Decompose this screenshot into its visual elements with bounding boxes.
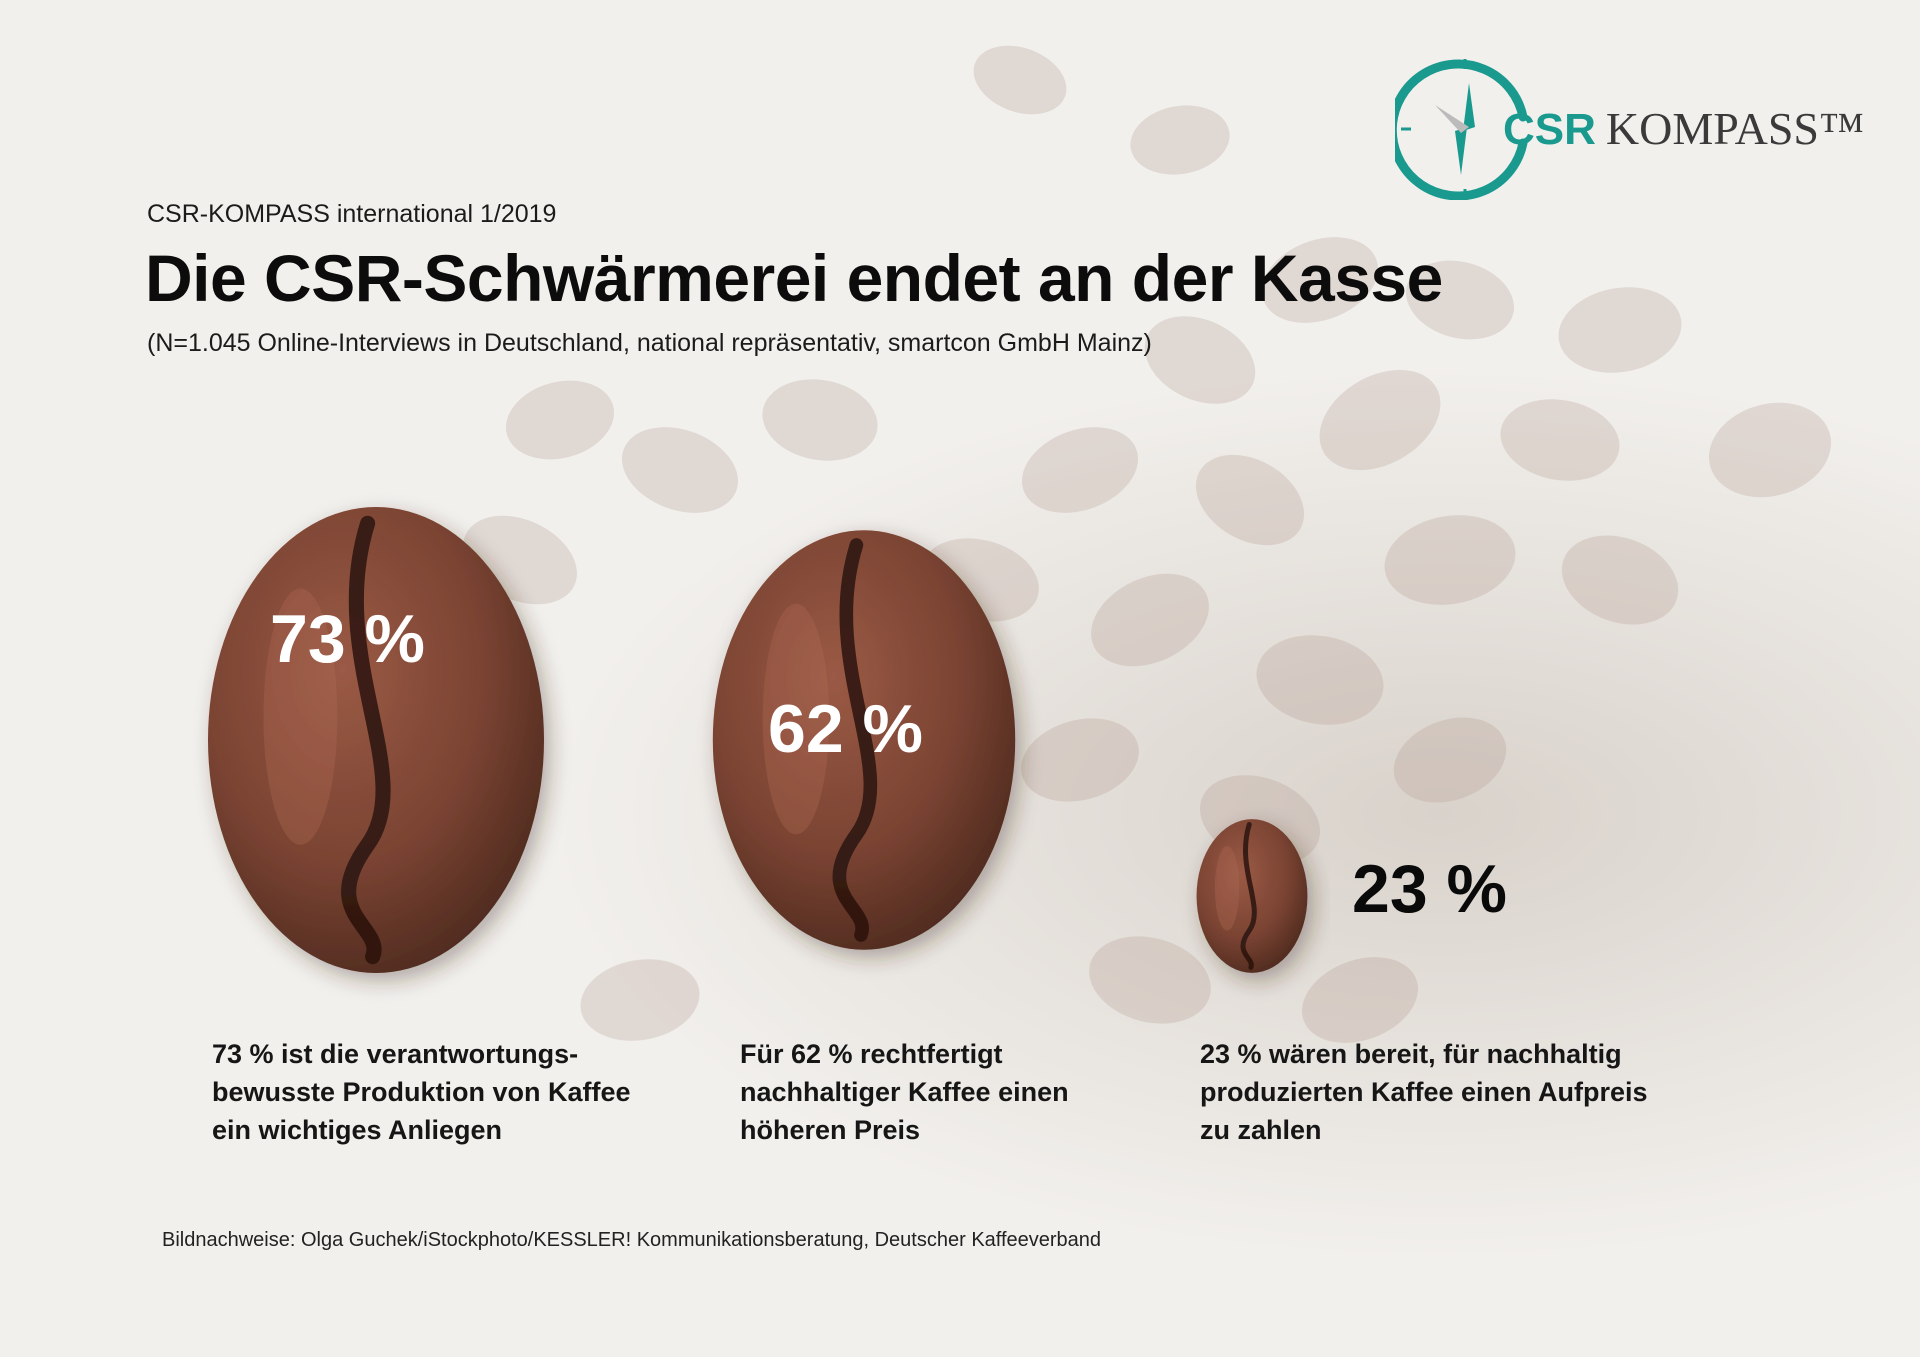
image-credits: Bildnachweise: Olga Guchek/iStockphoto/K…	[162, 1229, 1102, 1251]
coffee-bean-3	[1196, 819, 1308, 973]
sample-note: (N=1.045 Online-Interviews in Deutschlan…	[147, 329, 1152, 357]
bean-value-label-1: 73 %	[270, 601, 425, 677]
logo-word-csr: CSR	[1503, 105, 1596, 154]
description-line: produzierten Kaffee einen Aufpreis	[1200, 1077, 1648, 1107]
category-description-1: 73 % ist die verantwortungs- bewusste Pr…	[212, 1035, 631, 1149]
description-line: Für 62 % rechtfertigt	[740, 1039, 1003, 1069]
description-line: 23 % wären bereit, für nachhaltig	[1200, 1039, 1622, 1069]
description-line: 73 % ist die verantwortungs-	[212, 1039, 579, 1069]
category-description-3: 23 % wären bereit, für nachhaltig produz…	[1200, 1035, 1648, 1149]
description-line: ein wichtiges Anliegen	[212, 1115, 503, 1145]
compass-icon	[1395, 59, 1528, 200]
bean-value-label-3: 23 %	[1352, 851, 1507, 927]
description-line: zu zahlen	[1200, 1115, 1322, 1145]
description-line: höheren Preis	[740, 1115, 921, 1145]
page-title: Die CSR-Schwärmerei endet an der Kasse	[145, 241, 1443, 315]
csr-kompass-logo: CSR KOMPASS™	[1395, 55, 1875, 200]
bean-value-label-2: 62 %	[768, 691, 923, 767]
description-line: nachhaltiger Kaffee einen	[740, 1077, 1069, 1107]
coffee-bean-1	[208, 507, 544, 973]
logo-word-kompass: KOMPASS™	[1605, 103, 1865, 154]
description-line: bewusste Produktion von Kaffee	[212, 1077, 631, 1107]
survey-source-line: CSR-KOMPASS international 1/2019	[147, 200, 557, 228]
coffee-bean-2	[712, 530, 1016, 950]
category-description-2: Für 62 % rechtfertigt nachhaltiger Kaffe…	[740, 1035, 1069, 1149]
